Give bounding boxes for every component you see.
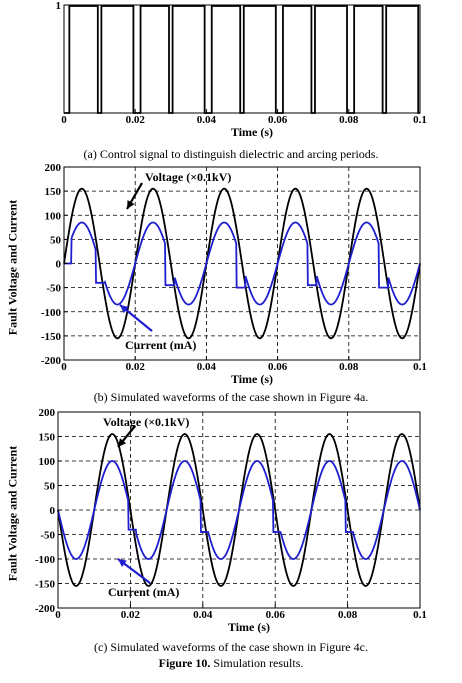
plot-frame — [63, 4, 421, 114]
y-tick-label: 0 — [50, 505, 56, 517]
figure-caption: Figure 10. Simulation results. — [0, 656, 462, 671]
y-tick-label: -100 — [41, 307, 62, 319]
chart-b: 0 0.02 0.04 0.06 0.08 0.1 -200 -150 -100 -50 0 50 10… — [41, 162, 427, 386]
x-axis-label: Time (s) — [231, 372, 273, 386]
series-voltage-line — [63, 187, 421, 340]
ylabel-b: Fault Voltage and Current — [5, 199, 20, 336]
series-control-signal — [64, 5, 420, 114]
figure-caption-label: Figure 10. — [158, 656, 211, 670]
y-tick-label: -200 — [41, 355, 62, 367]
annotation-current: Current (mA) — [125, 338, 196, 352]
x-tick-label: 0.02 — [126, 361, 146, 373]
y-tick-label: 50 — [50, 234, 62, 246]
caption-c: (c) Simulated waveforms of the case show… — [94, 640, 368, 654]
y-tick-label: -150 — [35, 579, 56, 591]
x-axis-label: Time (s) — [228, 620, 270, 634]
x-tick-label: 0.02 — [121, 609, 141, 621]
y-tick-label: 50 — [44, 481, 56, 493]
y-tick-label: 100 — [45, 210, 62, 222]
x-tick-label: 0.08 — [339, 361, 359, 373]
x-tick-label: 0.08 — [339, 114, 359, 126]
annotation-arrowhead-current — [118, 559, 127, 567]
y-tick-label: -100 — [35, 554, 56, 566]
figure-caption-text: Simulation results. — [213, 656, 304, 670]
caption-b: (b) Simulated waveforms of the case show… — [93, 390, 369, 404]
series-current-line — [57, 460, 421, 560]
y-tick-label: 200 — [45, 162, 62, 174]
x-tick-label: 0 — [61, 114, 67, 126]
annotation-voltage: Voltage (×0.1kV) — [103, 415, 189, 429]
annotation-arrowhead-current — [120, 305, 129, 314]
x-axis-label: Time (s) — [231, 125, 273, 139]
x-tick-label: 0.06 — [266, 609, 286, 621]
y-tick-label: 0 — [56, 259, 62, 271]
y-tick-label: 100 — [39, 456, 56, 468]
x-tick-label: 0.06 — [268, 114, 288, 126]
x-tick-label: 0.08 — [338, 609, 358, 621]
x-tick-label: 0.04 — [197, 114, 217, 126]
series-current-line — [64, 221, 421, 306]
annotation-voltage: Voltage (×0.1kV) — [145, 170, 231, 184]
x-tick-label: 0 — [61, 361, 67, 373]
y-tick-label: 150 — [45, 186, 62, 198]
x-tick-label: 0.1 — [413, 114, 427, 126]
x-tick-label: 0.04 — [193, 609, 213, 621]
x-tick-label: 0 — [55, 609, 61, 621]
caption-a: (a) Control signal to distinguish dielec… — [83, 147, 379, 161]
x-tick-label: 0.06 — [268, 361, 288, 373]
chart-a: 0 0.02 0.04 0.06 0.08 0.1 1 Time (s) — [56, 0, 427, 139]
y-tick-label: -50 — [40, 530, 55, 542]
y-tick-label: -200 — [35, 603, 56, 615]
x-tick-label: 0.1 — [413, 609, 427, 621]
annotation-current: Current (mA) — [108, 585, 179, 599]
y-tick-label: -50 — [46, 283, 61, 295]
chart-c: 0 0.02 0.04 0.06 0.08 0.1 -200 -150 -100 -50 0 50 10… — [35, 407, 427, 634]
annotation-arrowhead-voltage — [118, 438, 127, 447]
y-tick-label: 200 — [39, 407, 56, 419]
x-tick-label: 0.1 — [413, 361, 427, 373]
y-tick-label: -150 — [41, 331, 62, 343]
annotation-arrowhead-voltage — [127, 200, 135, 209]
x-tick-label: 0.04 — [197, 361, 217, 373]
y-tick-label: 1 — [56, 0, 62, 12]
ylabel-c: Fault Voltage and Current — [5, 445, 20, 582]
x-tick-label: 0.02 — [126, 114, 146, 126]
y-tick-label: 150 — [39, 432, 56, 444]
